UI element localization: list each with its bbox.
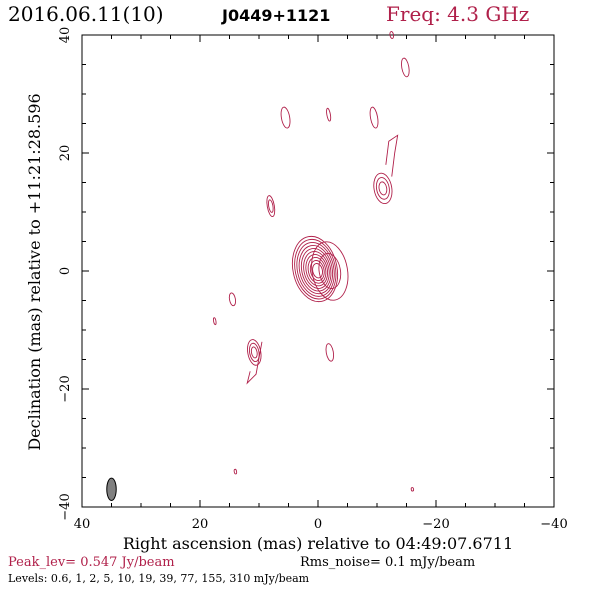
- core-contour: [294, 238, 337, 300]
- core-contour: [296, 241, 335, 297]
- component-contour: [410, 487, 415, 492]
- observation-date: 2016.06.11(10): [8, 2, 164, 26]
- component-contour: [389, 31, 395, 39]
- jet-contour: [385, 134, 399, 177]
- component-contour: [228, 292, 237, 307]
- plot-frame: [81, 34, 555, 508]
- source-name: J0449+1121: [222, 6, 331, 25]
- frequency-label: Freq: 4.3 GHz: [386, 2, 530, 26]
- x-tick-label: 20: [192, 517, 209, 532]
- x-tick-label: −20: [422, 517, 449, 532]
- component-contour: [375, 177, 390, 200]
- component-contour: [250, 346, 258, 359]
- y-tick-label: −40: [58, 493, 73, 520]
- component-contour: [369, 106, 379, 129]
- component-contour: [311, 241, 349, 301]
- component-contour: [326, 107, 332, 122]
- component-contour: [280, 106, 291, 129]
- y-tick-label: 20: [58, 145, 73, 162]
- core-contour: [312, 263, 324, 279]
- component-contour: [378, 181, 388, 196]
- y-tick-label: −20: [58, 375, 73, 402]
- component-contour: [267, 199, 274, 213]
- x-tick-label: 0: [314, 517, 322, 532]
- component-contour: [318, 253, 342, 289]
- component-contour: [401, 57, 410, 78]
- y-axis-label: Declination (mas) relative to +11:21:28.…: [25, 93, 44, 450]
- core-contour: [307, 257, 327, 284]
- component-contour: [325, 343, 335, 362]
- x-tick-label: −40: [540, 517, 567, 532]
- beam-ellipse: [106, 477, 117, 502]
- jet-contour: [246, 341, 263, 385]
- core-contour: [300, 248, 332, 292]
- core-contour: [291, 235, 339, 303]
- y-tick-label: 0: [58, 267, 73, 275]
- rms-noise: Rms_noise= 0.1 mJy/beam: [300, 555, 476, 570]
- component-contour: [266, 195, 276, 218]
- contour-levels: Levels: 0.6, 1, 2, 5, 10, 19, 39, 77, 15…: [8, 572, 310, 585]
- core-contour: [303, 251, 330, 289]
- component-contour: [373, 172, 393, 205]
- component-contour: [248, 342, 260, 363]
- core-contour: [309, 260, 325, 281]
- component-contour: [233, 468, 238, 475]
- component-contour: [212, 317, 217, 326]
- y-tick-label: 40: [58, 27, 73, 44]
- x-tick-label: 40: [74, 517, 91, 532]
- peak-level: Peak_lev= 0.547 Jy/beam: [8, 555, 175, 570]
- x-axis-label: Right ascension (mas) relative to 04:49:…: [123, 534, 513, 553]
